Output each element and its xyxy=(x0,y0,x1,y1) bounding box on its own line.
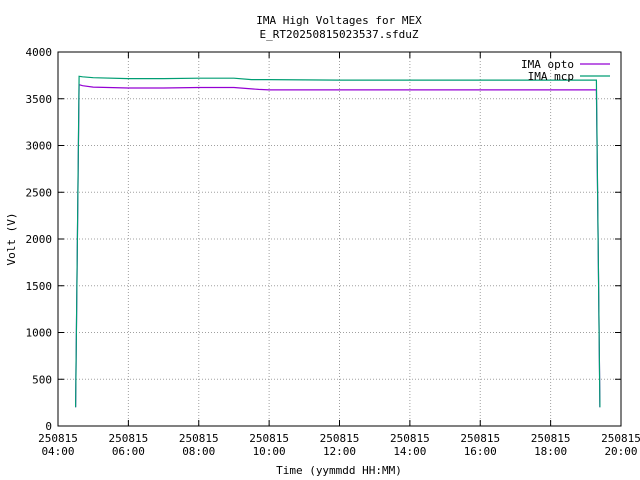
y-tick-label: 3000 xyxy=(26,140,53,153)
y-tick-label: 0 xyxy=(45,420,52,433)
x-tick-date-label: 250815 xyxy=(390,432,430,445)
x-tick-time-label: 20:00 xyxy=(604,445,637,458)
legend-label: IMA mcp xyxy=(528,70,574,83)
x-tick-date-label: 250815 xyxy=(601,432,640,445)
legend-label: IMA opto xyxy=(521,58,574,71)
x-tick-time-label: 04:00 xyxy=(41,445,74,458)
x-tick-date-label: 250815 xyxy=(249,432,289,445)
ticks: 0500100015002000250030003500400025081504… xyxy=(26,46,640,458)
x-tick-time-label: 08:00 xyxy=(182,445,215,458)
y-tick-label: 4000 xyxy=(26,46,53,59)
y-tick-label: 2500 xyxy=(26,186,53,199)
x-tick-time-label: 16:00 xyxy=(464,445,497,458)
y-tick-label: 500 xyxy=(32,373,52,386)
x-tick-date-label: 250815 xyxy=(460,432,500,445)
x-tick-time-label: 12:00 xyxy=(323,445,356,458)
grid-lines xyxy=(58,52,621,426)
x-tick-time-label: 18:00 xyxy=(534,445,567,458)
series-line-mcp xyxy=(75,75,601,408)
y-tick-label: 1000 xyxy=(26,327,53,340)
x-tick-date-label: 250815 xyxy=(109,432,149,445)
y-tick-label: 1500 xyxy=(26,280,53,293)
x-tick-time-label: 10:00 xyxy=(253,445,286,458)
y-tick-label: 2000 xyxy=(26,233,53,246)
x-tick-time-label: 06:00 xyxy=(112,445,145,458)
chart-title: IMA High Voltages for MEX xyxy=(256,14,422,27)
x-tick-date-label: 250815 xyxy=(179,432,219,445)
y-axis-label: Volt (V) xyxy=(5,213,18,266)
x-tick-date-label: 250815 xyxy=(320,432,360,445)
chart-subtitle: E_RT20250815023537.sfduZ xyxy=(260,28,419,41)
x-axis-label: Time (yymmdd HH:MM) xyxy=(276,464,402,477)
x-tick-date-label: 250815 xyxy=(38,432,78,445)
x-tick-date-label: 250815 xyxy=(531,432,571,445)
y-tick-label: 3500 xyxy=(26,93,53,106)
series-line-opto xyxy=(75,83,601,408)
series-layer xyxy=(75,75,601,408)
x-tick-time-label: 14:00 xyxy=(393,445,426,458)
